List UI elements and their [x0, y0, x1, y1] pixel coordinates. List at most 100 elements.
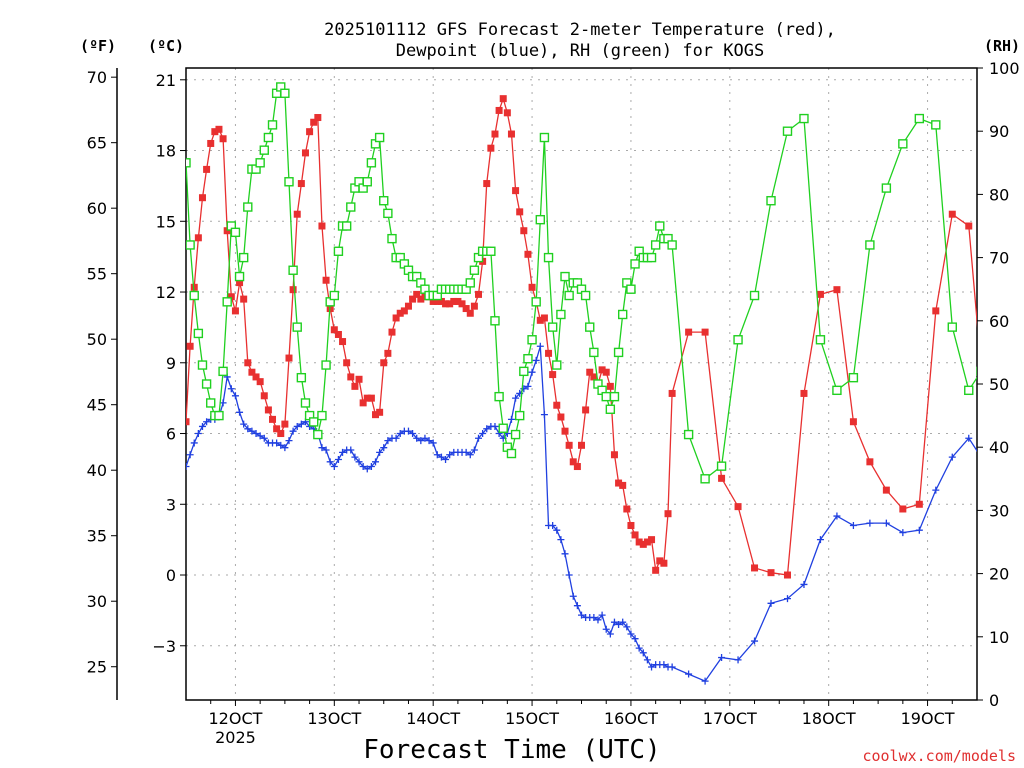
temperature-point [227, 293, 235, 301]
temperature-point [586, 368, 594, 376]
rh-point [313, 429, 323, 440]
dewpoint-point [573, 602, 581, 610]
dewpoint-point [783, 595, 791, 603]
temperature-point [915, 500, 923, 508]
rh-point [589, 347, 599, 358]
rh-point [914, 113, 925, 124]
temperature-point [264, 406, 272, 414]
temperature-point [932, 307, 940, 315]
dewpoint-point [610, 618, 618, 626]
rh-point [815, 335, 826, 345]
temperature-point [211, 128, 219, 136]
temperature-point [273, 425, 281, 433]
dewpoint-point [932, 486, 940, 494]
dewpoint-point [561, 550, 569, 558]
rh-point [255, 158, 265, 168]
temperature-point [310, 118, 318, 126]
temperature-point [545, 349, 553, 357]
dewpoint-point [256, 432, 264, 440]
temperature-point [355, 375, 363, 383]
rh-point [218, 366, 228, 377]
celsius-axis: 21 18 15 12 9 6 3 0 −3 [152, 71, 186, 656]
rh-point [234, 271, 245, 282]
dewpoint-point [639, 649, 647, 657]
temperature-point [866, 458, 874, 466]
dewpoint-point [351, 453, 359, 461]
dewpoint-point [512, 394, 520, 402]
dewpoint-point [285, 437, 293, 445]
fahrenheit-tick-label: 45 [87, 396, 107, 415]
temperature-point [240, 295, 248, 303]
rh-point [646, 252, 657, 263]
temperature-point [652, 566, 660, 574]
rh-point [186, 240, 195, 250]
dewpoint-point [565, 571, 573, 579]
rh-point [733, 335, 743, 345]
fahrenheit-axis-unit: (ºF) [80, 37, 116, 55]
rh-point [613, 347, 624, 358]
rh-point [716, 461, 727, 471]
dewpoint-point [475, 434, 483, 442]
dewpoint-point [376, 448, 384, 456]
celsius-tick-label: 3 [166, 495, 176, 514]
temperature-point [899, 505, 907, 513]
credit-link[interactable]: coolwx.com/models [862, 747, 1016, 765]
dewpoint-point [367, 463, 375, 471]
dewpoint-point [948, 453, 956, 461]
temperature-point [433, 297, 441, 305]
rh-point [387, 233, 397, 244]
rh-point [617, 309, 628, 320]
dewpoint-point [289, 427, 297, 435]
temperature-point [487, 144, 495, 152]
temperature-point [536, 316, 544, 324]
temperature-point [269, 415, 277, 423]
rh-tick-label: 70 [989, 249, 1009, 268]
rh-point [201, 379, 212, 389]
rh-point [543, 252, 554, 263]
dewpoint-point [240, 420, 248, 428]
temperature-point [627, 521, 635, 529]
dewpoint-point [800, 580, 808, 588]
fahrenheit-tick-label: 70 [87, 68, 107, 87]
rh-point [700, 474, 710, 484]
rh-point [366, 158, 377, 168]
temperature-point [664, 510, 672, 518]
rh-point [605, 404, 616, 414]
time-tick-label: 15OCT [505, 709, 559, 728]
rh-point [832, 385, 842, 396]
dewpoint-point [978, 454, 985, 461]
time-tick-label: 18OCT [802, 709, 856, 728]
temperature-point [619, 481, 627, 489]
rh-axis-unit: (RH) [984, 37, 1020, 55]
temperature-point [314, 114, 322, 122]
rh-point [494, 391, 504, 402]
dewpoint-point [965, 434, 973, 442]
dewpoint-point [322, 446, 330, 454]
temperature-point [194, 234, 202, 242]
temperature-point [466, 309, 474, 317]
rh-point [848, 372, 859, 383]
temperature-point [491, 130, 499, 138]
series-line-temperature [186, 96, 977, 576]
rh-point [560, 271, 570, 282]
temperature-point [507, 130, 515, 138]
rh-tick-label: 100 [989, 59, 1020, 78]
fahrenheit-tick-label: 60 [87, 199, 107, 218]
dewpoint-point [372, 458, 380, 466]
rh-point [300, 398, 311, 408]
temperature-point [446, 300, 454, 308]
dewpoint-point [767, 599, 775, 607]
temperature-point [767, 569, 775, 577]
dewpoint-point [882, 519, 890, 527]
dewpoint-point [557, 536, 565, 544]
dewpoint-point [244, 425, 252, 433]
celsius-tick-label: 18 [156, 142, 176, 161]
dewpoint-point [540, 411, 548, 419]
temperature-point [281, 420, 289, 428]
fahrenheit-tick-label: 50 [87, 330, 107, 349]
celsius-tick-label: 6 [166, 425, 176, 444]
rh-point [292, 322, 302, 332]
temperature-point [965, 222, 973, 230]
rh-point [230, 227, 241, 238]
